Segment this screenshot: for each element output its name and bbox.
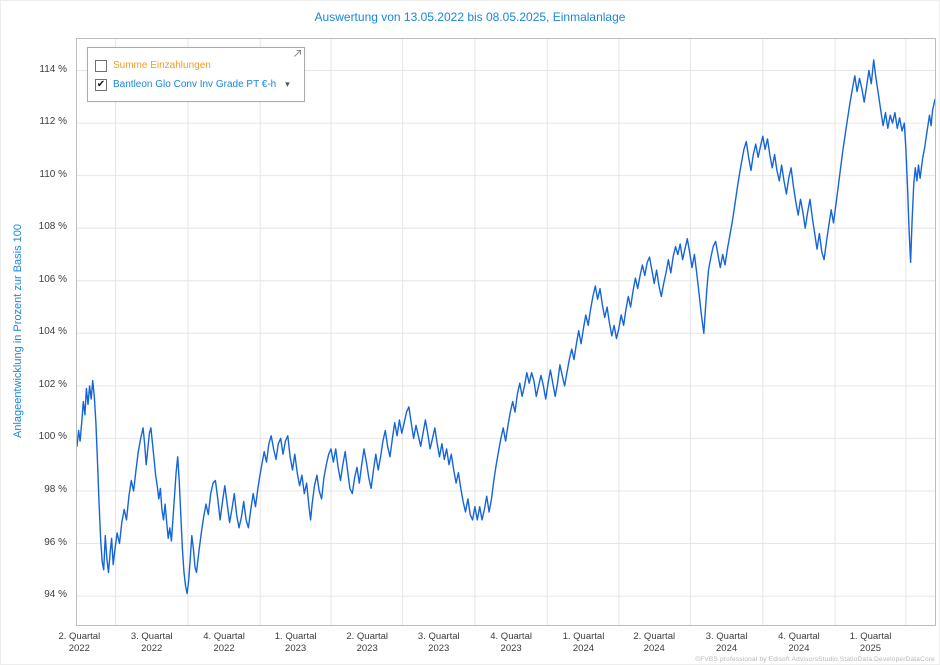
x-tick-label: 2. Quartal 2023 [346, 631, 389, 655]
y-tick-label: 110 % [39, 168, 67, 180]
legend-item-summe-einzahlungen[interactable]: Summe Einzahlungen [95, 56, 290, 75]
y-tick-label: 94 % [44, 589, 67, 601]
legend-box: Summe Einzahlungen ✔ Bantleon Glo Conv I… [87, 47, 305, 102]
x-tick-label: 1. Quartal 2024 [562, 631, 605, 655]
performance-line [77, 59, 935, 595]
legend-label-summe-einzahlungen: Summe Einzahlungen [113, 60, 211, 71]
y-tick-label: 100 % [38, 431, 67, 443]
chart-title: Auswertung von 13.05.2022 bis 08.05.2025… [314, 10, 626, 24]
x-tick-label: 3. Quartal 2024 [705, 631, 748, 655]
y-tick-label: 98 % [44, 483, 67, 495]
y-tick-label: 102 % [38, 378, 67, 390]
x-tick-label: 1. Quartal 2023 [274, 631, 317, 655]
y-axis-title: Anlageentwicklung in Prozent zur Basis 1… [12, 223, 24, 439]
y-tick-label: 114 % [39, 63, 67, 75]
y-tick-label: 108 % [38, 221, 67, 233]
x-tick-label: 2. Quartal 2024 [633, 631, 676, 655]
watermark: ©FVBS professional by Edisoft AdvisorsSt… [695, 656, 935, 663]
y-tick-label: 104 % [38, 326, 67, 338]
legend-item-fund[interactable]: ✔ Bantleon Glo Conv Inv Grade PT €-h ▾ [95, 75, 290, 94]
x-tick-label: 4. Quartal 2024 [778, 631, 820, 655]
plot-area: Summe Einzahlungen ✔ Bantleon Glo Conv I… [76, 38, 936, 626]
checkbox-unchecked-icon[interactable] [95, 59, 107, 72]
line-chart-svg [77, 39, 935, 625]
x-tick-label: 4. Quartal 2022 [203, 631, 245, 655]
legend-label-fund: Bantleon Glo Conv Inv Grade PT €-h [113, 79, 277, 90]
dropdown-caret-icon[interactable]: ▾ [285, 79, 290, 89]
x-tick-label: 2. Quartal 2022 [58, 631, 101, 655]
x-tick-label: 3. Quartal 2023 [417, 631, 460, 655]
y-tick-label: 106 % [38, 273, 67, 285]
x-tick-label: 3. Quartal 2022 [130, 631, 173, 655]
legend-collapse-icon[interactable] [293, 49, 302, 58]
x-tick-label: 4. Quartal 2023 [490, 631, 532, 655]
checkbox-checked-icon[interactable]: ✔ [95, 78, 107, 91]
y-tick-label: 112 % [39, 116, 67, 128]
y-tick-label: 96 % [44, 536, 67, 548]
x-tick-label: 1. Quartal 2025 [849, 631, 892, 655]
diagonal-arrow-icon [293, 50, 301, 57]
